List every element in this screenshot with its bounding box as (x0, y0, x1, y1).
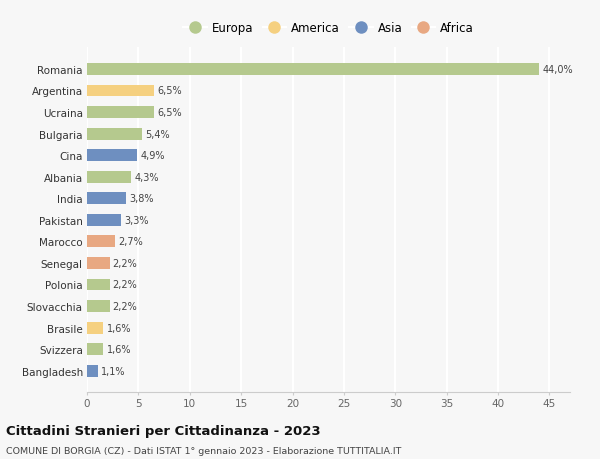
Text: 2,7%: 2,7% (118, 237, 143, 247)
Bar (87, 365, 98, 377)
Bar (87, 64, 539, 76)
Bar (87, 150, 137, 162)
Bar (87, 236, 115, 248)
Bar (87, 279, 110, 291)
Bar (87, 85, 154, 97)
Text: Cittadini Stranieri per Cittadinanza - 2023: Cittadini Stranieri per Cittadinanza - 2… (6, 425, 320, 437)
Text: 2,2%: 2,2% (113, 258, 137, 269)
Text: 1,6%: 1,6% (107, 323, 131, 333)
Text: COMUNE DI BORGIA (CZ) - Dati ISTAT 1° gennaio 2023 - Elaborazione TUTTITALIA.IT: COMUNE DI BORGIA (CZ) - Dati ISTAT 1° ge… (6, 446, 401, 455)
Text: 5,4%: 5,4% (146, 129, 170, 139)
Text: 1,6%: 1,6% (107, 344, 131, 354)
Bar (87, 107, 154, 119)
Text: 1,1%: 1,1% (101, 366, 126, 376)
Bar (87, 257, 110, 269)
Text: 3,3%: 3,3% (124, 215, 148, 225)
Bar (87, 129, 142, 140)
Text: 4,9%: 4,9% (140, 151, 165, 161)
Text: 4,3%: 4,3% (134, 172, 159, 182)
Text: 2,2%: 2,2% (113, 302, 137, 311)
Bar (87, 301, 110, 312)
Text: 3,8%: 3,8% (129, 194, 154, 204)
Bar (87, 214, 121, 226)
Text: 6,5%: 6,5% (157, 108, 182, 118)
Bar (87, 343, 103, 355)
Text: 6,5%: 6,5% (157, 86, 182, 96)
Text: 2,2%: 2,2% (113, 280, 137, 290)
Bar (87, 193, 126, 205)
Bar (87, 171, 131, 183)
Bar (87, 322, 103, 334)
Text: 44,0%: 44,0% (542, 65, 573, 75)
Legend: Europa, America, Asia, Africa: Europa, America, Asia, Africa (181, 20, 476, 37)
